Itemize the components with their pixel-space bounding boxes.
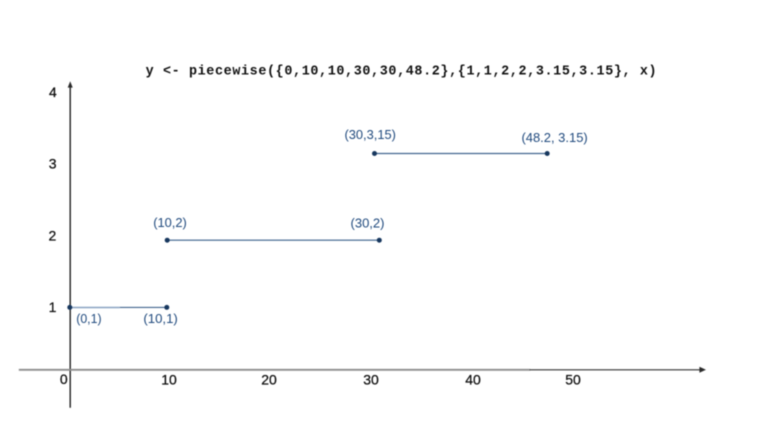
svg-text:50: 50 [565, 372, 581, 388]
svg-text:(0,1): (0,1) [76, 311, 101, 326]
svg-text:(30,2): (30,2) [351, 215, 385, 230]
svg-text:1: 1 [49, 299, 57, 315]
svg-text:(30,3,15): (30,3,15) [345, 127, 396, 142]
svg-text:(10,2): (10,2) [153, 215, 187, 230]
svg-text:2: 2 [49, 228, 57, 244]
svg-text:4: 4 [49, 84, 57, 100]
svg-text:30: 30 [363, 372, 379, 388]
svg-text:y <- piecewise({0,10,10,30,30,: y <- piecewise({0,10,10,30,30,48.2},{1,1… [146, 64, 657, 79]
svg-text:20: 20 [261, 372, 277, 388]
svg-text:3: 3 [49, 156, 57, 172]
svg-text:(48.2, 3.15): (48.2, 3.15) [521, 130, 587, 145]
svg-text:10: 10 [161, 372, 177, 388]
svg-text:(10,1): (10,1) [143, 311, 177, 326]
svg-text:0: 0 [60, 371, 68, 387]
svg-text:40: 40 [465, 372, 481, 388]
